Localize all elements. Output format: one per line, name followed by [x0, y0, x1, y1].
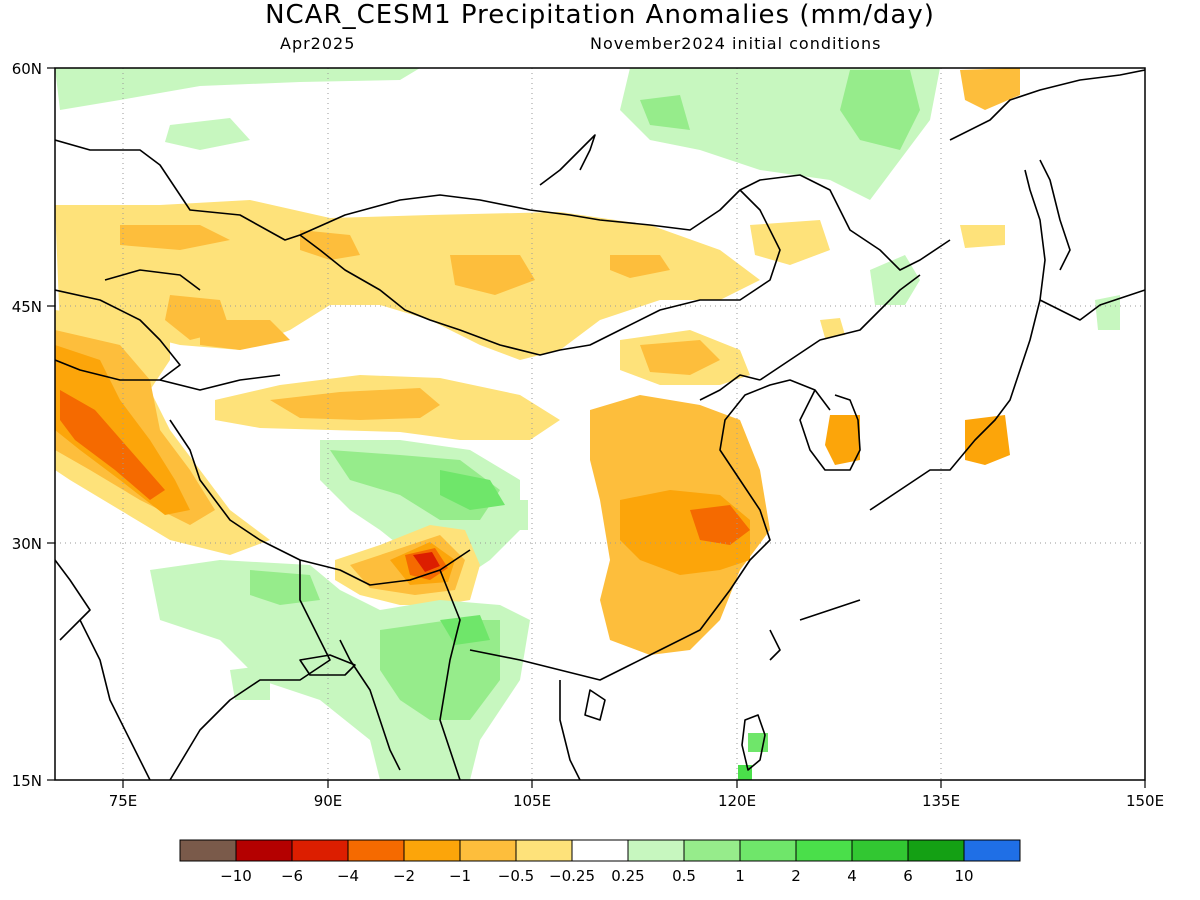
lon-label-75e: 75E	[109, 792, 138, 810]
coastlines-and-borders	[55, 69, 1145, 780]
colorbar-swatch	[963, 839, 1021, 862]
colorbar-label: −10	[220, 867, 252, 885]
lon-label-90e: 90E	[314, 792, 343, 810]
colorbar-label: 10	[954, 867, 973, 885]
initial-conditions: November2024 initial conditions	[590, 34, 882, 53]
graticule	[55, 68, 1145, 780]
forecast-month: Apr2025	[280, 34, 356, 53]
colorbar-label: −6	[281, 867, 303, 885]
colorbar-label: 2	[791, 867, 801, 885]
lon-label-150e: 150E	[1126, 792, 1164, 810]
colorbar-swatch	[403, 839, 461, 862]
map-frame	[54, 67, 1146, 781]
lon-label-120e: 120E	[718, 792, 756, 810]
colorbar-swatch	[347, 839, 405, 862]
lon-label-135e: 135E	[922, 792, 960, 810]
colorbar-label: −0.5	[498, 867, 534, 885]
colorbar-label: −4	[337, 867, 359, 885]
colorbar-swatch	[179, 839, 237, 862]
axis-ticks	[47, 67, 1146, 788]
colorbar-swatch	[907, 839, 965, 862]
colorbar: −10 −6 −4 −2 −1 −0.5 −0.25 0.25 0.5 1 2 4 6 10	[179, 839, 1021, 885]
lat-label-15n: 15N	[12, 772, 42, 790]
colorbar-swatch	[739, 839, 797, 862]
colorbar-label: 4	[847, 867, 857, 885]
colorbar-label: 6	[903, 867, 913, 885]
lat-label-45n: 45N	[12, 298, 42, 316]
colorbar-swatch	[851, 839, 909, 862]
colorbar-swatch	[627, 839, 685, 862]
colorbar-label: −0.25	[549, 867, 595, 885]
colorbar-label: 0.5	[672, 867, 696, 885]
colorbar-swatch	[459, 839, 517, 862]
lat-label-30n: 30N	[12, 535, 42, 553]
colorbar-label: 0.25	[611, 867, 644, 885]
colorbar-label: −1	[449, 867, 471, 885]
colorbar-swatch	[795, 839, 853, 862]
colorbar-label: −2	[393, 867, 415, 885]
colorbar-label: 1	[735, 867, 745, 885]
colorbar-swatch	[515, 839, 573, 862]
colorbar-swatch	[683, 839, 741, 862]
lon-label-105e: 105E	[513, 792, 551, 810]
anomaly-shading	[55, 68, 1120, 780]
colorbar-swatch	[291, 839, 349, 862]
colorbar-swatch	[571, 839, 629, 862]
colorbar-swatch	[235, 839, 293, 862]
lat-label-60n: 60N	[12, 60, 42, 78]
chart-title: NCAR_CESM1 Precipitation Anomalies (mm/d…	[265, 0, 935, 30]
